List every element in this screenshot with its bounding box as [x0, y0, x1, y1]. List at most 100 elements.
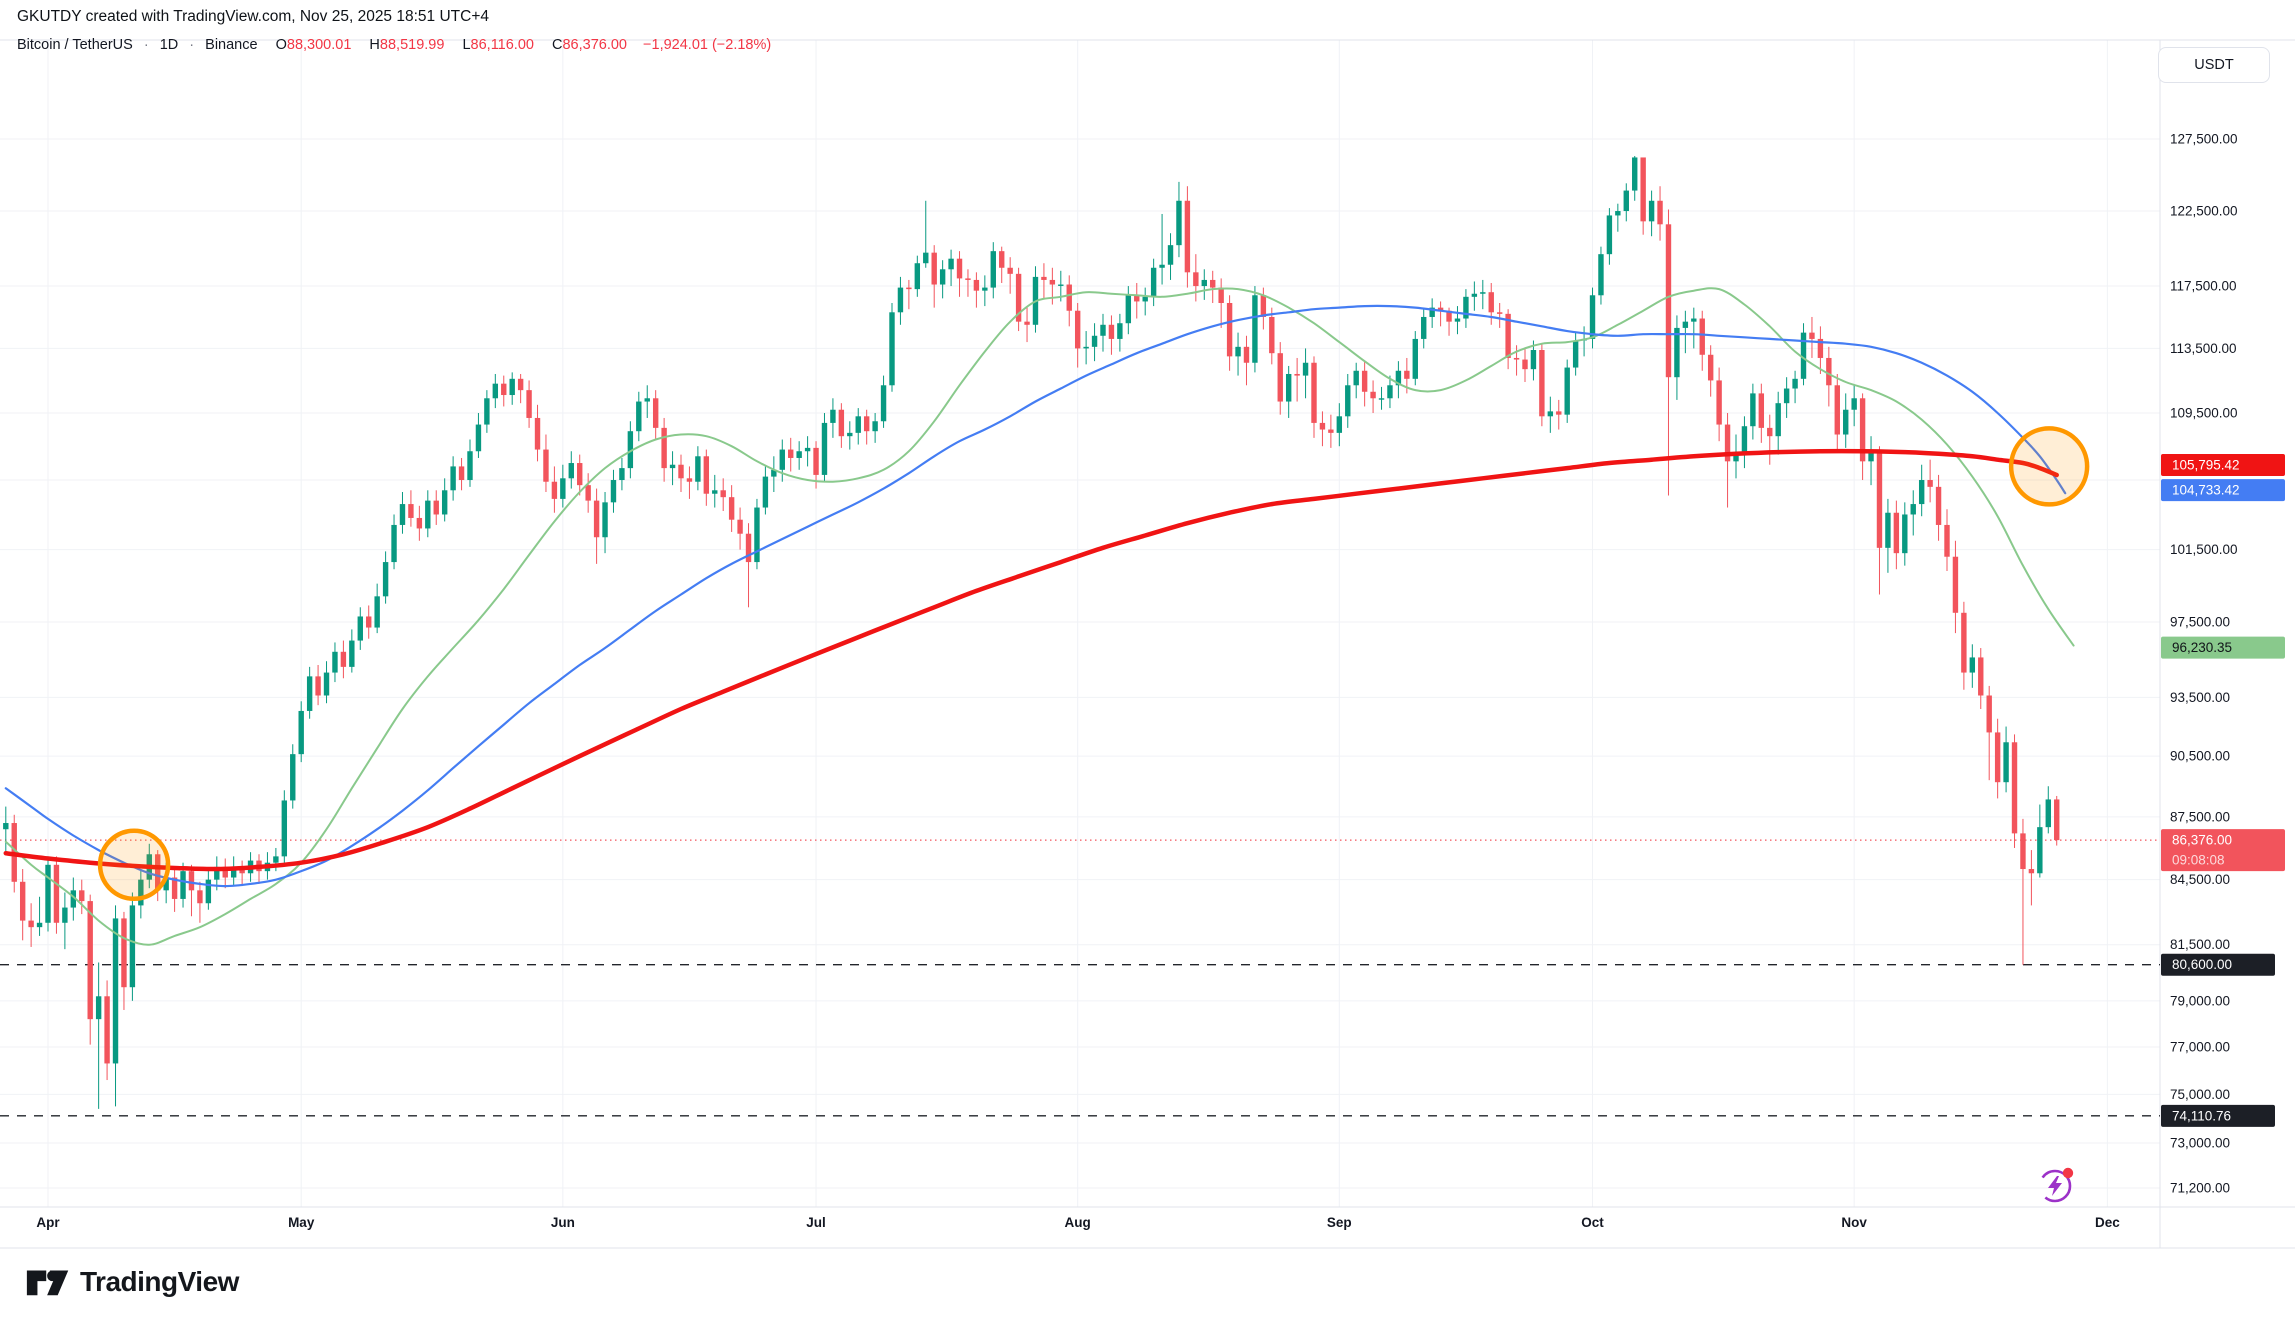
candle[interactable]	[138, 879, 144, 906]
candle[interactable]	[408, 504, 414, 518]
candle[interactable]	[577, 463, 583, 486]
candle[interactable]	[1125, 295, 1132, 324]
candle[interactable]	[1049, 279, 1056, 285]
price-axis-label[interactable]: 71,200.00	[2170, 1181, 2230, 1196]
candle[interactable]	[1623, 190, 1629, 212]
candle[interactable]	[2011, 742, 2018, 834]
price-axis-label[interactable]: 93,500.00	[2170, 690, 2230, 705]
candle[interactable]	[197, 890, 203, 904]
candle[interactable]	[602, 502, 608, 538]
highlight-circle-annotation[interactable]	[97, 828, 171, 902]
candle[interactable]	[1201, 279, 1207, 287]
candle[interactable]	[627, 431, 634, 469]
candle[interactable]	[543, 449, 549, 482]
candle[interactable]	[104, 996, 110, 1064]
candle[interactable]	[1370, 391, 1376, 399]
candle[interactable]	[1809, 332, 1815, 339]
candle[interactable]	[1750, 393, 1756, 427]
candle[interactable]	[2045, 799, 2051, 828]
candle[interactable]	[534, 417, 541, 450]
candle[interactable]	[332, 651, 338, 673]
candle[interactable]	[1767, 427, 1773, 437]
candle[interactable]	[939, 269, 946, 285]
time-axis-label[interactable]: Jul	[806, 1215, 826, 1230]
candle[interactable]	[323, 672, 330, 696]
tradingview-logo[interactable]: TradingView	[26, 1262, 239, 1302]
candle[interactable]	[830, 409, 836, 423]
price-axis-label[interactable]: 81,500.00	[2170, 937, 2230, 952]
candle[interactable]	[728, 497, 735, 520]
candle[interactable]	[1150, 267, 1157, 297]
candle[interactable]	[1986, 695, 1992, 733]
candle[interactable]	[1015, 273, 1022, 322]
candle[interactable]	[366, 616, 372, 628]
candle[interactable]	[53, 864, 60, 923]
candle[interactable]	[1387, 385, 1393, 399]
candle[interactable]	[1691, 318, 1697, 322]
candle[interactable]	[999, 251, 1005, 268]
candle[interactable]	[585, 485, 591, 501]
candle[interactable]	[112, 918, 119, 1064]
candle[interactable]	[188, 871, 195, 891]
candle[interactable]	[1395, 370, 1402, 386]
candle[interactable]	[1724, 424, 1731, 462]
candle[interactable]	[1522, 359, 1528, 370]
candle[interactable]	[720, 490, 726, 498]
price-axis-label[interactable]: 101,500.00	[2170, 542, 2238, 557]
candle[interactable]	[593, 500, 600, 538]
candle[interactable]	[1404, 370, 1410, 379]
candle[interactable]	[703, 456, 710, 494]
candle[interactable]	[484, 398, 490, 425]
candle[interactable]	[1547, 411, 1554, 417]
candle[interactable]	[1876, 451, 1883, 548]
highlight-circle-annotation[interactable]	[2008, 426, 2090, 507]
candle[interactable]	[1378, 398, 1385, 400]
candle[interactable]	[1412, 338, 1418, 379]
candle[interactable]	[965, 278, 971, 280]
candle[interactable]	[1210, 279, 1216, 288]
candle[interactable]	[36, 922, 43, 928]
candle[interactable]	[1024, 321, 1030, 325]
price-axis-label[interactable]: 73,000.00	[2170, 1136, 2230, 1151]
candle[interactable]	[619, 468, 625, 481]
symbol-title[interactable]: Bitcoin / TetherUS	[17, 37, 133, 53]
candle[interactable]	[95, 996, 102, 1020]
candle[interactable]	[1682, 321, 1689, 328]
interval-label[interactable]: 1D	[159, 37, 179, 53]
candle[interactable]	[796, 451, 802, 458]
price-axis-label[interactable]: 117,500.00	[2170, 279, 2237, 294]
price-axis-label[interactable]: 113,500.00	[2170, 341, 2237, 356]
candle[interactable]	[788, 449, 794, 458]
candle[interactable]	[1159, 264, 1165, 268]
time-axis-label[interactable]: Nov	[1841, 1215, 1867, 1230]
candle[interactable]	[1589, 295, 1596, 339]
candle[interactable]	[163, 877, 169, 891]
candle[interactable]	[391, 524, 397, 563]
candle[interactable]	[560, 478, 566, 499]
candle[interactable]	[1454, 318, 1461, 322]
candle[interactable]	[492, 383, 499, 399]
candle[interactable]	[382, 562, 389, 597]
time-axis-label[interactable]: Dec	[2095, 1215, 2120, 1230]
candle[interactable]	[956, 258, 963, 279]
price-axis-label[interactable]: 87,500.00	[2170, 809, 2230, 824]
candle[interactable]	[990, 251, 996, 288]
candle[interactable]	[399, 504, 406, 525]
candle[interactable]	[779, 449, 785, 470]
candle[interactable]	[1226, 302, 1233, 357]
candle[interactable]	[1640, 157, 1646, 222]
candle[interactable]	[1328, 429, 1334, 433]
candle[interactable]	[87, 901, 93, 1020]
candle[interactable]	[1556, 411, 1562, 415]
candle[interactable]	[1741, 426, 1748, 453]
candle[interactable]	[1918, 480, 1925, 505]
candle[interactable]	[349, 640, 355, 667]
candle[interactable]	[340, 651, 347, 667]
candle[interactable]	[1859, 398, 1866, 462]
candle[interactable]	[1471, 293, 1478, 297]
candle[interactable]	[467, 451, 473, 481]
candle[interactable]	[686, 478, 693, 482]
candle[interactable]	[1496, 312, 1503, 314]
candle[interactable]	[1657, 200, 1663, 225]
candle[interactable]	[1564, 367, 1570, 415]
